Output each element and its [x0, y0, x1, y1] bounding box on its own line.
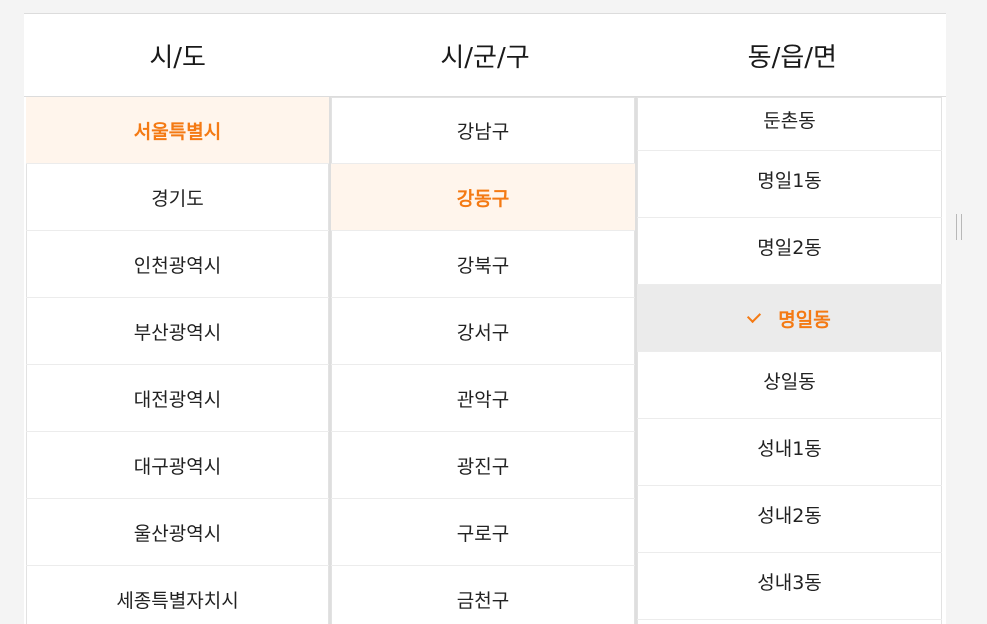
district-item-gangnam[interactable]: 강남구 [331, 97, 635, 164]
district-list[interactable]: 강남구 강동구 강북구 강서구 관악구 광진구 구로구 금천구 [331, 97, 635, 624]
district-item-geumcheon[interactable]: 금천구 [331, 566, 635, 624]
district-item-gangdong[interactable]: 강동구 [331, 164, 635, 231]
province-item-sejong[interactable]: 세종특별자치시 [26, 566, 329, 624]
province-list[interactable]: 서울특별시 경기도 인천광역시 부산광역시 대전광역시 대구광역시 울산광역시 … [26, 97, 329, 624]
neighborhood-item-myeongil[interactable]: 명일동 [637, 285, 942, 352]
neighborhood-item-label: 명일동 [778, 308, 831, 331]
province-item-seoul[interactable]: 서울특별시 [26, 97, 329, 164]
neighborhood-item-seongnae2[interactable]: 성내2동 [637, 486, 942, 553]
district-item-gwanak[interactable]: 관악구 [331, 365, 635, 432]
province-item-busan[interactable]: 부산광역시 [26, 298, 329, 365]
province-item-daejeon[interactable]: 대전광역시 [26, 365, 329, 432]
scrollbar-grip-icon[interactable] [956, 214, 962, 240]
neighborhood-item-dunchon[interactable]: 둔촌동 [637, 97, 942, 151]
neighborhood-list[interactable]: 둔촌동 명일1동 명일2동 명일동 상일동 성내1동 성내2동 성내3동 [637, 97, 942, 624]
column-divider [329, 97, 331, 624]
check-icon [747, 308, 762, 323]
top-strip [24, 0, 946, 14]
column-divider [635, 97, 637, 624]
neighborhood-item-seongnae1[interactable]: 성내1동 [637, 419, 942, 486]
list-area: 서울특별시 경기도 인천광역시 부산광역시 대전광역시 대구광역시 울산광역시 … [24, 97, 946, 624]
column-header-bar: 시/도 시/군/구 동/읍/면 [24, 14, 946, 97]
district-item-gwangjin[interactable]: 광진구 [331, 432, 635, 499]
neighborhood-item-seongnae3[interactable]: 성내3동 [637, 553, 942, 620]
header-neighborhood: 동/읍/면 [747, 42, 837, 73]
province-item-daegu[interactable]: 대구광역시 [26, 432, 329, 499]
district-item-gangseo[interactable]: 강서구 [331, 298, 635, 365]
province-item-ulsan[interactable]: 울산광역시 [26, 499, 329, 566]
region-selector-panel: 시/도 시/군/구 동/읍/면 서울특별시 경기도 인천광역시 부산광역시 대전… [24, 0, 946, 624]
neighborhood-item-myeongil1[interactable]: 명일1동 [637, 151, 942, 218]
header-district: 시/군/구 [440, 42, 530, 73]
province-item-gyeonggi[interactable]: 경기도 [26, 164, 329, 231]
district-item-guro[interactable]: 구로구 [331, 499, 635, 566]
province-item-incheon[interactable]: 인천광역시 [26, 231, 329, 298]
district-item-gangbuk[interactable]: 강북구 [331, 231, 635, 298]
header-province: 시/도 [149, 42, 206, 73]
neighborhood-item-sangil[interactable]: 상일동 [637, 352, 942, 419]
neighborhood-item-myeongil2[interactable]: 명일2동 [637, 218, 942, 285]
